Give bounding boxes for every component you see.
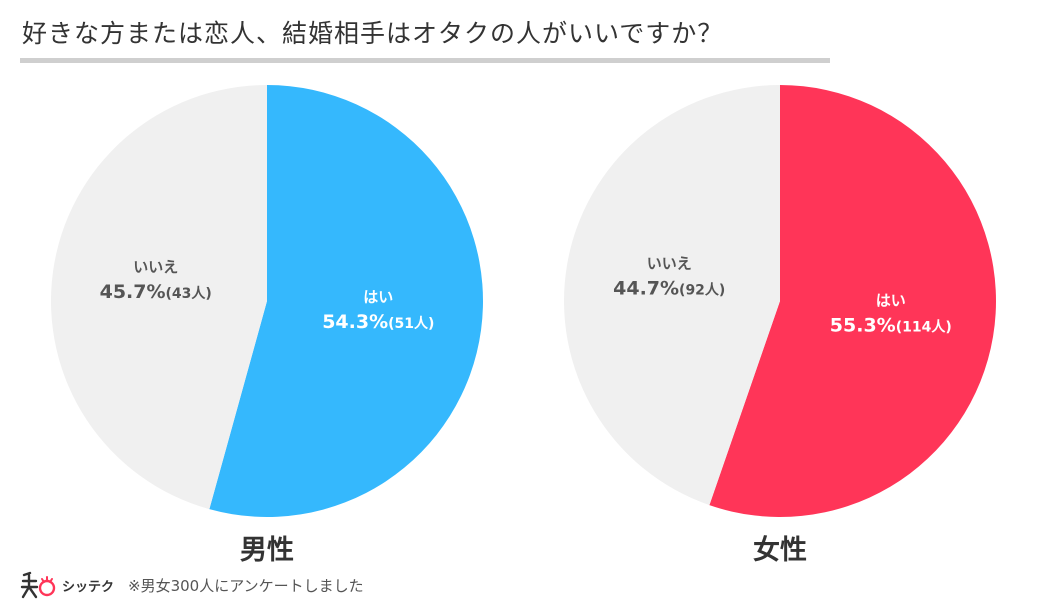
pie-label-male-no-name: いいえ [133,258,178,276]
pie-slice-female-no [564,85,780,506]
pie-title-female: 女性 [753,535,807,566]
pie-label-male-no-value: 45.7%(43人) [100,281,212,303]
pie-chart-male: はい 54.3%(51人) いいえ 45.7%(43人) [51,85,483,517]
pie-label-female-yes-value: 55.3%(114人) [830,315,952,337]
pie-title-male: 男性 [240,535,294,566]
pie-label-female-no-name: いいえ [647,254,692,272]
footer: シッテク ※男女300人にアンケートしました [20,570,364,600]
pie-label-female-yes-name: はい [876,292,906,310]
logo-text: シッテク [62,579,115,595]
pie-slice-female-yes [709,85,996,517]
survey-footnote: ※男女300人にアンケートしました [128,576,364,595]
pie-label-male-yes-name: はい [363,288,393,306]
chart-title: 好きな方または恋人、結婚相手はオタクの人がいいですか？ [22,19,724,48]
pie-label-male-yes-value: 54.3%(51人) [322,311,434,333]
pie-slice-male-no [51,85,268,510]
title-underline [20,58,830,63]
pie-label-female-no-value: 44.7%(92人) [613,277,725,299]
logo-icon [20,571,56,599]
pie-slice-male-yes [209,85,483,517]
pie-chart-female: はい 55.3%(114人) いいえ 44.7%(92人) [564,85,996,517]
